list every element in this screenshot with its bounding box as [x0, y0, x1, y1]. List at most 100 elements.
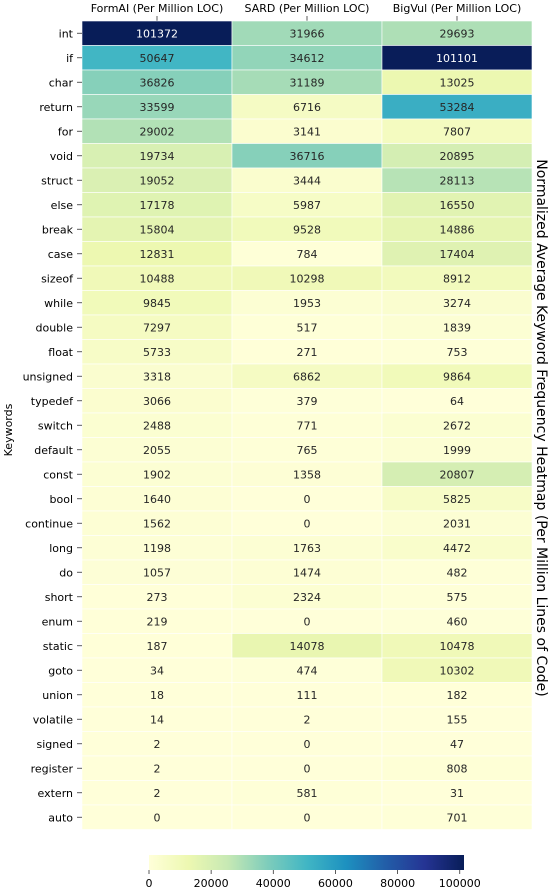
cell-value-label: 101372: [136, 27, 178, 40]
cell-value-label: 1474: [293, 566, 321, 579]
heatmap-cell: [231, 755, 383, 781]
cell-value-label: 187: [147, 640, 168, 653]
cell-value-label: 271: [297, 346, 318, 359]
cell-value-label: 1562: [143, 517, 171, 530]
cell-value-label: 10478: [440, 640, 475, 653]
row-label: long: [49, 542, 73, 555]
row-label: typedef: [31, 395, 74, 408]
cell-value-label: 575: [447, 591, 468, 604]
row-label: volatile: [33, 713, 73, 726]
cell-value-label: 784: [297, 248, 318, 261]
row-label: signed: [37, 738, 74, 751]
heatmap-cell: [381, 437, 533, 463]
cell-value-label: 2324: [293, 591, 321, 604]
heatmap-cell: [231, 633, 383, 659]
heatmap-cell: [381, 314, 533, 340]
row-label: return: [39, 101, 73, 114]
heatmap-cell: [81, 780, 233, 806]
cell-value-label: 34: [150, 664, 164, 677]
cell-value-label: 4472: [443, 542, 471, 555]
cell-value-label: 0: [304, 762, 311, 775]
colorbar-tick-label: 0: [146, 877, 153, 890]
heatmap-cell: [81, 216, 233, 242]
heatmap-cell: [81, 682, 233, 708]
column-label: BigVul (Per Million LOC): [393, 2, 522, 15]
cell-value-label: 17404: [440, 248, 475, 261]
cell-value-label: 36826: [140, 76, 175, 89]
heatmap-cell: [381, 216, 533, 242]
cell-value-label: 182: [447, 689, 468, 702]
heatmap-cell: [231, 535, 383, 561]
cell-value-label: 0: [304, 615, 311, 628]
cell-value-label: 3066: [143, 395, 171, 408]
cell-value-label: 0: [304, 738, 311, 751]
heatmap-cell: [231, 216, 383, 242]
cell-value-label: 10298: [290, 272, 325, 285]
heatmap-cell: [231, 192, 383, 218]
row-label: register: [31, 762, 74, 775]
cell-value-label: 53284: [440, 101, 475, 114]
heatmap-cell: [81, 755, 233, 781]
colorbar-tick-label: 60000: [318, 877, 353, 890]
row-labels: int if char return for void struct else break cas…: [23, 27, 82, 824]
heatmap-cell: [381, 363, 533, 389]
heatmap-cell: [231, 314, 383, 340]
heatmap-cell: [381, 780, 533, 806]
cell-value-label: 581: [297, 787, 318, 800]
heatmap-cell: [81, 143, 233, 169]
cell-value-label: 0: [304, 811, 311, 824]
cell-value-label: 379: [297, 395, 318, 408]
row-label: double: [36, 321, 74, 334]
heatmap-cell: [81, 633, 233, 659]
row-label: union: [42, 689, 73, 702]
row-label: else: [51, 199, 74, 212]
colorbar-tick-label: 20000: [194, 877, 229, 890]
cell-value-label: 20807: [440, 468, 475, 481]
cell-value-label: 13025: [440, 76, 475, 89]
heatmap-cell: [381, 633, 533, 659]
cell-value-label: 31966: [290, 27, 325, 40]
cell-value-label: 6862: [293, 370, 321, 383]
cell-value-label: 1640: [143, 493, 171, 506]
cell-value-label: 8912: [443, 272, 471, 285]
cell-value-label: 19734: [140, 150, 175, 163]
cell-value-label: 33599: [140, 101, 175, 114]
heatmap-cell: [81, 118, 233, 144]
cell-value-label: 2: [154, 787, 161, 800]
heatmap-cell: [381, 608, 533, 634]
row-label: bool: [50, 493, 74, 506]
cell-value-label: 9528: [293, 223, 321, 236]
row-label: int: [59, 27, 74, 40]
cell-value-label: 31189: [290, 76, 325, 89]
heatmap-cell: [381, 388, 533, 414]
heatmap-cell: [231, 118, 383, 144]
heatmap-cell: [231, 412, 383, 438]
cell-value-label: 14078: [290, 640, 325, 653]
heatmap-cell: [381, 510, 533, 536]
cell-value-label: 0: [154, 811, 161, 824]
heatmap-cell: [231, 167, 383, 193]
heatmap-cell: [231, 461, 383, 487]
heatmap-cell: [381, 755, 533, 781]
cell-value-label: 0: [304, 493, 311, 506]
heatmap-cell: [231, 706, 383, 732]
row-label: switch: [38, 419, 73, 432]
heatmap-cell: [381, 559, 533, 585]
cell-value-label: 20895: [440, 150, 475, 163]
cell-value-label: 9864: [443, 370, 471, 383]
heatmap-cell: [81, 363, 233, 389]
heatmap-cell: [81, 559, 233, 585]
heatmap-cell: [81, 265, 233, 291]
column-labels: FormAI (Per Million LOC) SARD (Per Millio…: [91, 2, 522, 21]
heatmap-cell: [381, 192, 533, 218]
cell-value-label: 517: [297, 321, 318, 334]
colorbar-tick-label: 80000: [380, 877, 415, 890]
row-label: goto: [48, 664, 73, 677]
cell-value-label: 17178: [140, 199, 175, 212]
heatmap-cell: [381, 167, 533, 193]
heatmap-cell: [381, 731, 533, 757]
cell-value-label: 5987: [293, 199, 321, 212]
row-label: for: [58, 125, 74, 138]
